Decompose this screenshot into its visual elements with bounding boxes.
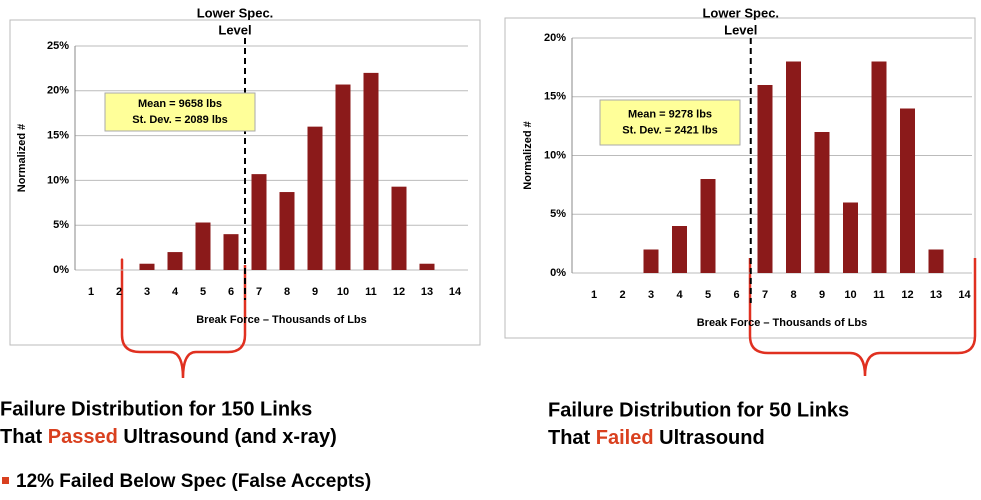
x-tick-label: 10	[844, 289, 856, 301]
x-tick-label: 9	[819, 289, 825, 301]
bar	[814, 132, 830, 273]
x-tick-label: 5	[705, 289, 711, 301]
bar	[843, 202, 858, 273]
x-tick-label: 5	[200, 286, 206, 298]
x-tick-label: 6	[228, 286, 234, 298]
brace	[748, 258, 977, 377]
x-tick-label: 1	[88, 286, 94, 298]
x-tick-label: 2	[116, 286, 122, 298]
bar	[419, 263, 435, 270]
y-tick-label: 10%	[47, 174, 69, 186]
bar	[757, 85, 773, 273]
annotation-box	[599, 99, 741, 146]
annotation-text: Mean = 9658 lbs	[138, 98, 222, 110]
spec-label: Level	[218, 22, 251, 37]
caption-line: That Failed Ultrasound	[548, 427, 765, 449]
caption-line: Failure Distribution for 150 Links	[0, 398, 312, 420]
x-axis-label: Break Force – Thousands of Lbs	[697, 317, 868, 329]
annotation-text: Mean = 9278 lbs	[628, 108, 712, 120]
bar	[871, 61, 887, 273]
caption-highlight: Failed	[596, 427, 654, 449]
x-tick-label: 14	[449, 286, 462, 298]
bar	[335, 84, 351, 270]
x-tick-label: 13	[421, 286, 433, 298]
bullet-marker	[2, 477, 9, 484]
caption-text: That	[0, 426, 48, 448]
bar	[786, 61, 801, 273]
caption-text: Ultrasound (and x-ray)	[118, 426, 337, 448]
brace	[120, 258, 247, 379]
x-tick-label: 12	[901, 289, 913, 301]
x-tick-label: 7	[762, 289, 768, 301]
x-tick-label: 9	[312, 286, 318, 298]
bar	[307, 126, 323, 270]
x-tick-label: 12	[393, 286, 405, 298]
y-tick-label: 15%	[47, 130, 69, 142]
bullet-text: 12% Failed Below Spec (False Accepts)	[16, 471, 371, 492]
y-tick-label: 15%	[544, 91, 566, 103]
caption-highlight: Passed	[48, 426, 118, 448]
bar	[223, 234, 239, 270]
bar	[643, 249, 659, 273]
x-tick-label: 3	[648, 289, 654, 301]
chart-frame	[504, 17, 976, 339]
y-tick-label: 20%	[47, 85, 69, 97]
spec-label: Lower Spec.	[197, 5, 274, 20]
bar	[251, 174, 267, 270]
y-tick-label: 20%	[544, 32, 566, 44]
x-tick-label: 10	[337, 286, 349, 298]
annotation-text: St. Dev. = 2421 lbs	[622, 124, 718, 136]
caption-line: That Passed Ultrasound (and x-ray)	[0, 426, 337, 448]
x-tick-label: 4	[172, 286, 179, 298]
bar	[900, 108, 915, 273]
x-tick-label: 7	[256, 286, 262, 298]
bar	[195, 222, 211, 270]
caption-text: That	[548, 427, 596, 449]
y-axis-label: Normalized #	[522, 121, 534, 189]
bar	[363, 72, 379, 270]
x-tick-label: 11	[365, 286, 377, 298]
y-axis-label: Normalized #	[16, 124, 28, 192]
spec-label: Lower Spec.	[702, 5, 779, 20]
caption-line: Failure Distribution for 50 Links	[548, 399, 849, 421]
y-tick-label: 0%	[53, 264, 69, 276]
x-tick-label: 1	[591, 289, 597, 301]
bar	[279, 192, 295, 270]
x-tick-label: 8	[790, 289, 796, 301]
annotation-box	[104, 92, 256, 132]
spec-label: Level	[724, 22, 757, 37]
y-tick-label: 5%	[53, 219, 69, 231]
y-tick-label: 0%	[550, 267, 566, 279]
x-tick-label: 8	[284, 286, 290, 298]
bar	[700, 179, 716, 273]
x-tick-label: 3	[144, 286, 150, 298]
x-tick-label: 14	[958, 289, 971, 301]
x-axis-label: Break Force – Thousands of Lbs	[196, 314, 367, 326]
x-tick-label: 4	[676, 289, 683, 301]
bar	[391, 186, 407, 270]
x-tick-label: 6	[733, 289, 739, 301]
x-tick-label: 11	[873, 289, 885, 301]
bar	[928, 249, 944, 273]
x-tick-label: 2	[619, 289, 625, 301]
bar	[167, 252, 183, 270]
y-tick-label: 5%	[550, 208, 566, 220]
y-tick-label: 10%	[544, 149, 566, 161]
y-tick-label: 25%	[47, 40, 69, 52]
annotation-text: St. Dev. = 2089 lbs	[132, 114, 228, 126]
bar	[139, 263, 155, 270]
bar	[672, 226, 687, 273]
x-tick-label: 13	[930, 289, 942, 301]
caption-text: Ultrasound	[654, 427, 765, 449]
